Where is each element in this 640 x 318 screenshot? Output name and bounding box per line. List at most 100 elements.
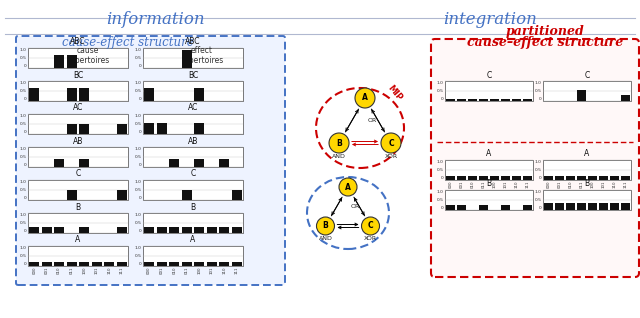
Text: BC: BC — [73, 71, 83, 80]
Text: 0: 0 — [539, 176, 541, 180]
Bar — [501, 99, 510, 101]
Text: 000: 000 — [449, 180, 452, 188]
Bar — [169, 227, 179, 233]
Text: A: A — [486, 149, 492, 158]
Bar — [144, 227, 154, 233]
Bar — [445, 160, 533, 180]
Text: OR: OR — [368, 118, 377, 123]
Bar — [207, 262, 217, 266]
Text: 011: 011 — [70, 266, 74, 274]
Bar — [501, 205, 510, 210]
Text: A: A — [584, 149, 589, 158]
Bar — [544, 176, 553, 180]
Bar — [457, 99, 466, 101]
Text: 100: 100 — [493, 180, 497, 188]
Text: 0.5: 0.5 — [534, 198, 541, 202]
Text: 000: 000 — [147, 266, 151, 274]
Text: 0.5: 0.5 — [134, 56, 141, 60]
Text: 0.5: 0.5 — [534, 168, 541, 172]
Bar — [523, 99, 532, 101]
Text: 011: 011 — [481, 180, 486, 188]
Text: 0: 0 — [24, 97, 26, 101]
Bar — [610, 203, 619, 210]
Bar — [446, 205, 455, 210]
Circle shape — [355, 88, 375, 108]
Bar — [116, 124, 127, 134]
Bar — [42, 227, 52, 233]
Bar — [220, 159, 229, 167]
Bar — [523, 176, 532, 180]
Text: 1.0: 1.0 — [20, 213, 26, 217]
Text: 1.0: 1.0 — [20, 81, 26, 85]
Bar — [143, 213, 243, 233]
Text: 010: 010 — [568, 180, 573, 188]
Text: 0.5: 0.5 — [19, 155, 26, 159]
Bar — [512, 99, 521, 101]
Text: 1.0: 1.0 — [534, 190, 541, 194]
Text: 0: 0 — [24, 262, 26, 266]
Text: 0.5: 0.5 — [534, 89, 541, 93]
Text: B: B — [191, 203, 196, 211]
Bar — [28, 213, 128, 233]
Text: 0: 0 — [139, 130, 141, 134]
Text: C: C — [584, 71, 589, 80]
Bar — [144, 88, 154, 101]
Circle shape — [381, 133, 401, 153]
Bar — [457, 205, 466, 210]
Text: B: B — [323, 222, 328, 231]
Bar — [157, 123, 167, 134]
Bar — [182, 262, 192, 266]
Bar — [544, 203, 553, 210]
Bar — [143, 246, 243, 266]
Text: AB: AB — [188, 136, 198, 146]
Circle shape — [317, 217, 335, 235]
Bar — [445, 190, 533, 210]
Bar — [143, 114, 243, 134]
Bar — [157, 227, 167, 233]
Text: A: A — [362, 93, 368, 102]
Bar — [54, 227, 64, 233]
Text: 0: 0 — [139, 229, 141, 233]
Text: 111: 111 — [525, 180, 529, 188]
Bar — [566, 176, 575, 180]
Text: 0: 0 — [24, 64, 26, 68]
Bar — [116, 227, 127, 233]
Text: 1.0: 1.0 — [534, 160, 541, 164]
Text: 1.0: 1.0 — [134, 180, 141, 184]
Text: 0: 0 — [139, 64, 141, 68]
Text: 010: 010 — [470, 180, 474, 188]
Text: 0.5: 0.5 — [134, 221, 141, 225]
Bar — [116, 262, 127, 266]
Text: C: C — [190, 169, 196, 178]
Text: 101: 101 — [210, 266, 214, 274]
Text: 1.0: 1.0 — [134, 81, 141, 85]
Text: AND: AND — [319, 237, 332, 241]
Bar — [92, 262, 102, 266]
Text: BC: BC — [188, 71, 198, 80]
Bar — [479, 176, 488, 180]
Bar — [490, 99, 499, 101]
Text: AND: AND — [332, 155, 346, 160]
Bar — [67, 262, 77, 266]
Bar — [468, 176, 477, 180]
Bar — [543, 160, 631, 180]
Bar — [577, 203, 586, 210]
Bar — [79, 124, 89, 134]
Text: 0.5: 0.5 — [134, 188, 141, 192]
Bar — [523, 205, 532, 210]
Text: C: C — [388, 139, 394, 148]
Bar — [28, 114, 128, 134]
Text: 001: 001 — [160, 266, 164, 274]
Bar — [621, 203, 630, 210]
Text: 111: 111 — [235, 266, 239, 274]
Bar — [577, 90, 586, 101]
Text: 1.0: 1.0 — [134, 114, 141, 118]
Bar — [599, 203, 608, 210]
Text: 0: 0 — [24, 163, 26, 167]
Bar — [543, 81, 631, 101]
Text: 0.5: 0.5 — [134, 89, 141, 93]
Text: 011: 011 — [185, 266, 189, 274]
Bar — [67, 55, 77, 68]
Text: 010: 010 — [57, 266, 61, 274]
Bar — [28, 48, 128, 68]
